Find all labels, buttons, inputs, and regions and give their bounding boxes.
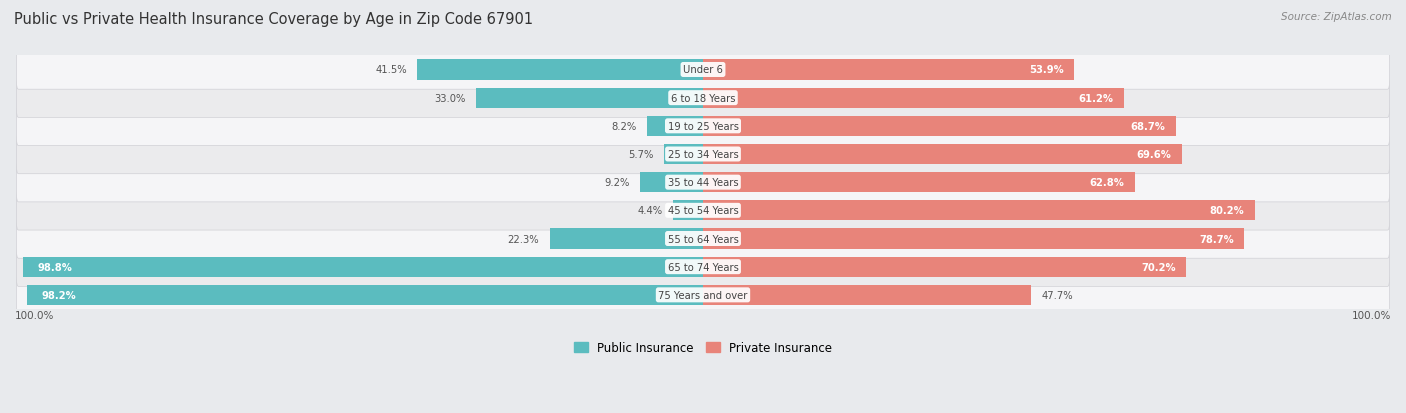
Text: 69.6%: 69.6% bbox=[1136, 150, 1171, 159]
Bar bbox=[664, 145, 703, 165]
Text: 25 to 34 Years: 25 to 34 Years bbox=[668, 150, 738, 159]
Text: 47.7%: 47.7% bbox=[1042, 290, 1073, 300]
Bar bbox=[703, 285, 1031, 305]
Text: 5.7%: 5.7% bbox=[628, 150, 654, 159]
Text: 33.0%: 33.0% bbox=[434, 93, 465, 103]
FancyBboxPatch shape bbox=[17, 79, 1389, 118]
Text: 98.8%: 98.8% bbox=[37, 262, 72, 272]
Bar bbox=[672, 201, 703, 221]
FancyBboxPatch shape bbox=[17, 51, 1389, 90]
Text: 80.2%: 80.2% bbox=[1209, 206, 1244, 216]
Text: Public vs Private Health Insurance Coverage by Age in Zip Code 67901: Public vs Private Health Insurance Cover… bbox=[14, 12, 533, 27]
Text: 4.4%: 4.4% bbox=[637, 206, 662, 216]
Bar bbox=[703, 60, 1074, 81]
Bar bbox=[703, 257, 1187, 277]
FancyBboxPatch shape bbox=[17, 219, 1389, 259]
Legend: Public Insurance, Private Insurance: Public Insurance, Private Insurance bbox=[569, 337, 837, 359]
Text: 6 to 18 Years: 6 to 18 Years bbox=[671, 93, 735, 103]
Text: 45 to 54 Years: 45 to 54 Years bbox=[668, 206, 738, 216]
Bar bbox=[640, 173, 703, 193]
Bar bbox=[418, 60, 703, 81]
Bar bbox=[703, 116, 1175, 137]
FancyBboxPatch shape bbox=[17, 247, 1389, 287]
Text: 100.0%: 100.0% bbox=[1351, 311, 1391, 320]
Text: 61.2%: 61.2% bbox=[1078, 93, 1114, 103]
FancyBboxPatch shape bbox=[17, 135, 1389, 174]
FancyBboxPatch shape bbox=[17, 163, 1389, 202]
Bar bbox=[647, 116, 703, 137]
Text: 53.9%: 53.9% bbox=[1029, 65, 1063, 75]
Text: 68.7%: 68.7% bbox=[1130, 121, 1166, 131]
Text: 98.2%: 98.2% bbox=[41, 290, 76, 300]
Text: 19 to 25 Years: 19 to 25 Years bbox=[668, 121, 738, 131]
Text: 70.2%: 70.2% bbox=[1142, 262, 1175, 272]
Text: 35 to 44 Years: 35 to 44 Years bbox=[668, 178, 738, 188]
Text: Source: ZipAtlas.com: Source: ZipAtlas.com bbox=[1281, 12, 1392, 22]
Text: 9.2%: 9.2% bbox=[605, 178, 630, 188]
Bar bbox=[703, 229, 1244, 249]
Bar bbox=[703, 88, 1123, 109]
Text: 78.7%: 78.7% bbox=[1199, 234, 1234, 244]
Bar bbox=[24, 257, 703, 277]
Bar bbox=[703, 201, 1254, 221]
Text: 8.2%: 8.2% bbox=[612, 121, 637, 131]
Text: 41.5%: 41.5% bbox=[375, 65, 408, 75]
FancyBboxPatch shape bbox=[17, 191, 1389, 230]
Text: 22.3%: 22.3% bbox=[508, 234, 540, 244]
Bar bbox=[550, 229, 703, 249]
Bar bbox=[477, 88, 703, 109]
Text: 65 to 74 Years: 65 to 74 Years bbox=[668, 262, 738, 272]
Bar bbox=[27, 285, 703, 305]
Bar bbox=[703, 173, 1135, 193]
FancyBboxPatch shape bbox=[17, 275, 1389, 315]
Text: 62.8%: 62.8% bbox=[1090, 178, 1125, 188]
Text: Under 6: Under 6 bbox=[683, 65, 723, 75]
Text: 75 Years and over: 75 Years and over bbox=[658, 290, 748, 300]
Text: 55 to 64 Years: 55 to 64 Years bbox=[668, 234, 738, 244]
Text: 100.0%: 100.0% bbox=[15, 311, 55, 320]
Bar bbox=[703, 145, 1182, 165]
FancyBboxPatch shape bbox=[17, 107, 1389, 146]
